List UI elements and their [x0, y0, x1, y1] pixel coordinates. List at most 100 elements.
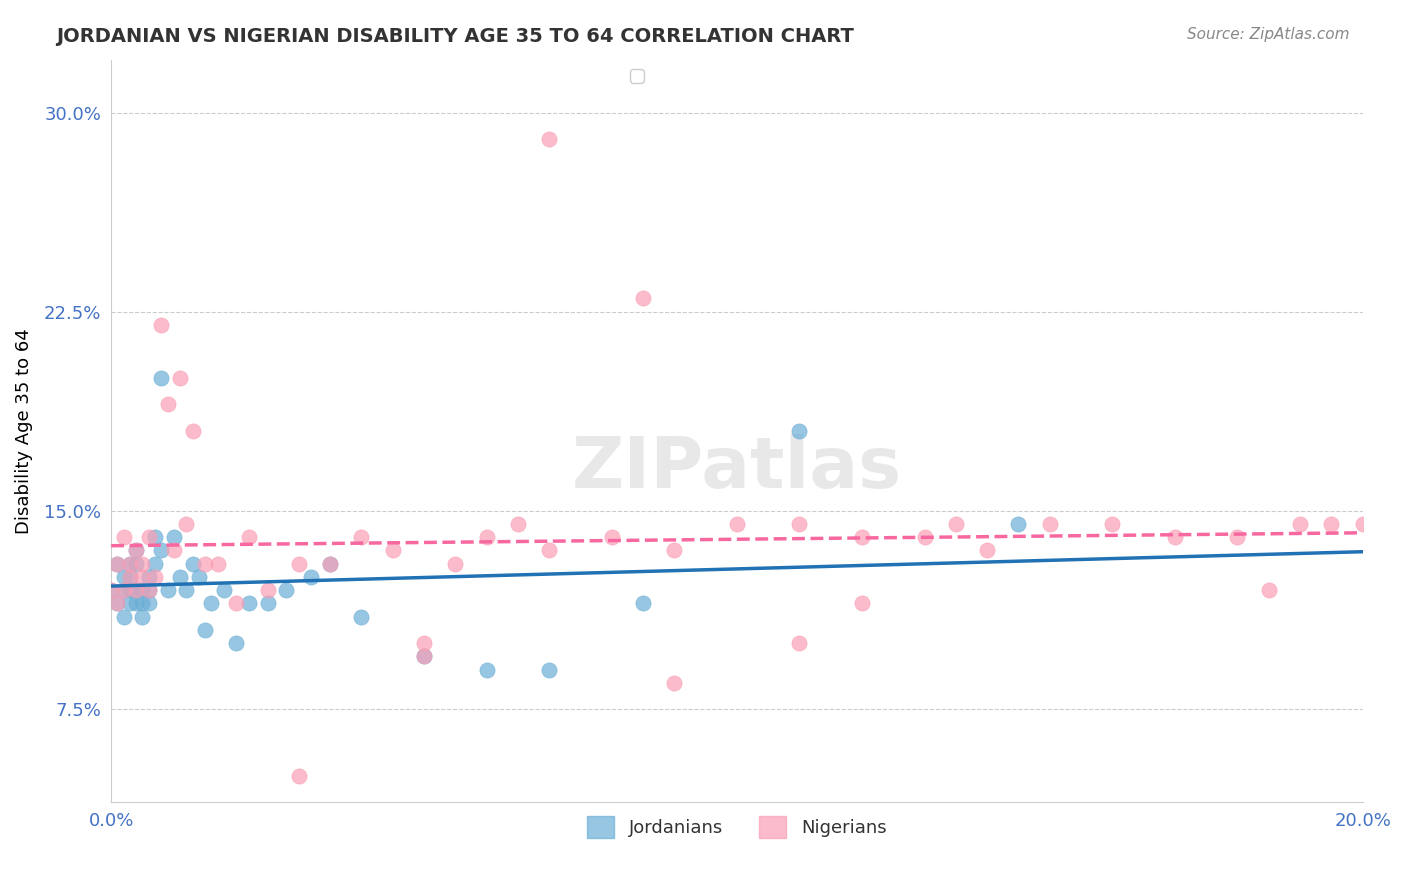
- Point: [125, 583, 148, 598]
- Point: [181, 424, 204, 438]
- Point: [225, 636, 247, 650]
- Point: [107, 596, 129, 610]
- Point: [107, 557, 129, 571]
- Point: [131, 609, 153, 624]
- Point: [1257, 583, 1279, 598]
- Point: [1226, 530, 1249, 544]
- Point: [1351, 516, 1374, 531]
- Point: [125, 596, 148, 610]
- Point: [131, 583, 153, 598]
- Point: [194, 557, 217, 571]
- Point: [1007, 516, 1029, 531]
- Point: [276, 583, 298, 598]
- Point: [945, 516, 967, 531]
- Point: [131, 557, 153, 571]
- Point: [976, 543, 998, 558]
- Point: [238, 596, 260, 610]
- Point: [413, 636, 436, 650]
- Point: [163, 530, 186, 544]
- Point: [150, 371, 173, 385]
- Text: JORDANIAN VS NIGERIAN DISABILITY AGE 35 TO 64 CORRELATION CHART: JORDANIAN VS NIGERIAN DISABILITY AGE 35 …: [56, 27, 853, 45]
- Point: [156, 583, 179, 598]
- Point: [538, 132, 561, 146]
- Point: [118, 557, 141, 571]
- Point: [150, 318, 173, 332]
- Point: [125, 583, 148, 598]
- Point: [256, 596, 278, 610]
- Point: [112, 570, 135, 584]
- Point: [212, 583, 235, 598]
- Point: [299, 570, 322, 584]
- Point: [1164, 530, 1187, 544]
- Point: [538, 663, 561, 677]
- Point: [319, 557, 342, 571]
- Point: [631, 291, 654, 305]
- Point: [207, 557, 229, 571]
- Point: [143, 530, 166, 544]
- Point: [181, 557, 204, 571]
- Point: [256, 583, 278, 598]
- Point: [350, 530, 373, 544]
- Point: [150, 543, 173, 558]
- Point: [112, 530, 135, 544]
- Point: [413, 649, 436, 664]
- Point: [789, 516, 811, 531]
- Point: [163, 543, 186, 558]
- Point: [475, 530, 498, 544]
- Point: [200, 596, 222, 610]
- Point: [112, 583, 135, 598]
- Point: [1101, 516, 1123, 531]
- Text: Source: ZipAtlas.com: Source: ZipAtlas.com: [1187, 27, 1350, 42]
- Point: [118, 570, 141, 584]
- Point: [914, 530, 936, 544]
- Point: [131, 596, 153, 610]
- Point: [138, 596, 160, 610]
- Point: [156, 397, 179, 411]
- Point: [350, 609, 373, 624]
- Point: [112, 609, 135, 624]
- Point: [664, 543, 686, 558]
- Point: [444, 557, 467, 571]
- Point: [138, 570, 160, 584]
- Point: [125, 543, 148, 558]
- Point: [600, 530, 623, 544]
- Point: [789, 424, 811, 438]
- Point: [169, 371, 191, 385]
- Point: [118, 570, 141, 584]
- Point: [631, 596, 654, 610]
- Point: [851, 530, 873, 544]
- Point: [118, 583, 141, 598]
- Point: [381, 543, 404, 558]
- Point: [100, 583, 122, 598]
- Point: [187, 570, 209, 584]
- Point: [225, 596, 247, 610]
- Point: [194, 623, 217, 637]
- Point: [1039, 516, 1062, 531]
- Point: [118, 596, 141, 610]
- Point: [664, 676, 686, 690]
- Point: [107, 557, 129, 571]
- Point: [288, 769, 311, 783]
- Point: [131, 570, 153, 584]
- Point: [125, 557, 148, 571]
- Text: ZIPatlas: ZIPatlas: [572, 434, 901, 502]
- Point: [125, 543, 148, 558]
- Point: [174, 583, 197, 598]
- Point: [1289, 516, 1312, 531]
- Point: [138, 583, 160, 598]
- Point: [1320, 516, 1343, 531]
- Point: [112, 583, 135, 598]
- Point: [319, 557, 342, 571]
- Point: [506, 516, 529, 531]
- Point: [238, 530, 260, 544]
- Point: [143, 570, 166, 584]
- Point: [143, 557, 166, 571]
- Point: [288, 557, 311, 571]
- Point: [475, 663, 498, 677]
- Point: [725, 516, 748, 531]
- Point: [851, 596, 873, 610]
- Point: [169, 570, 191, 584]
- Point: [789, 636, 811, 650]
- Y-axis label: Disability Age 35 to 64: Disability Age 35 to 64: [15, 328, 32, 533]
- Point: [538, 543, 561, 558]
